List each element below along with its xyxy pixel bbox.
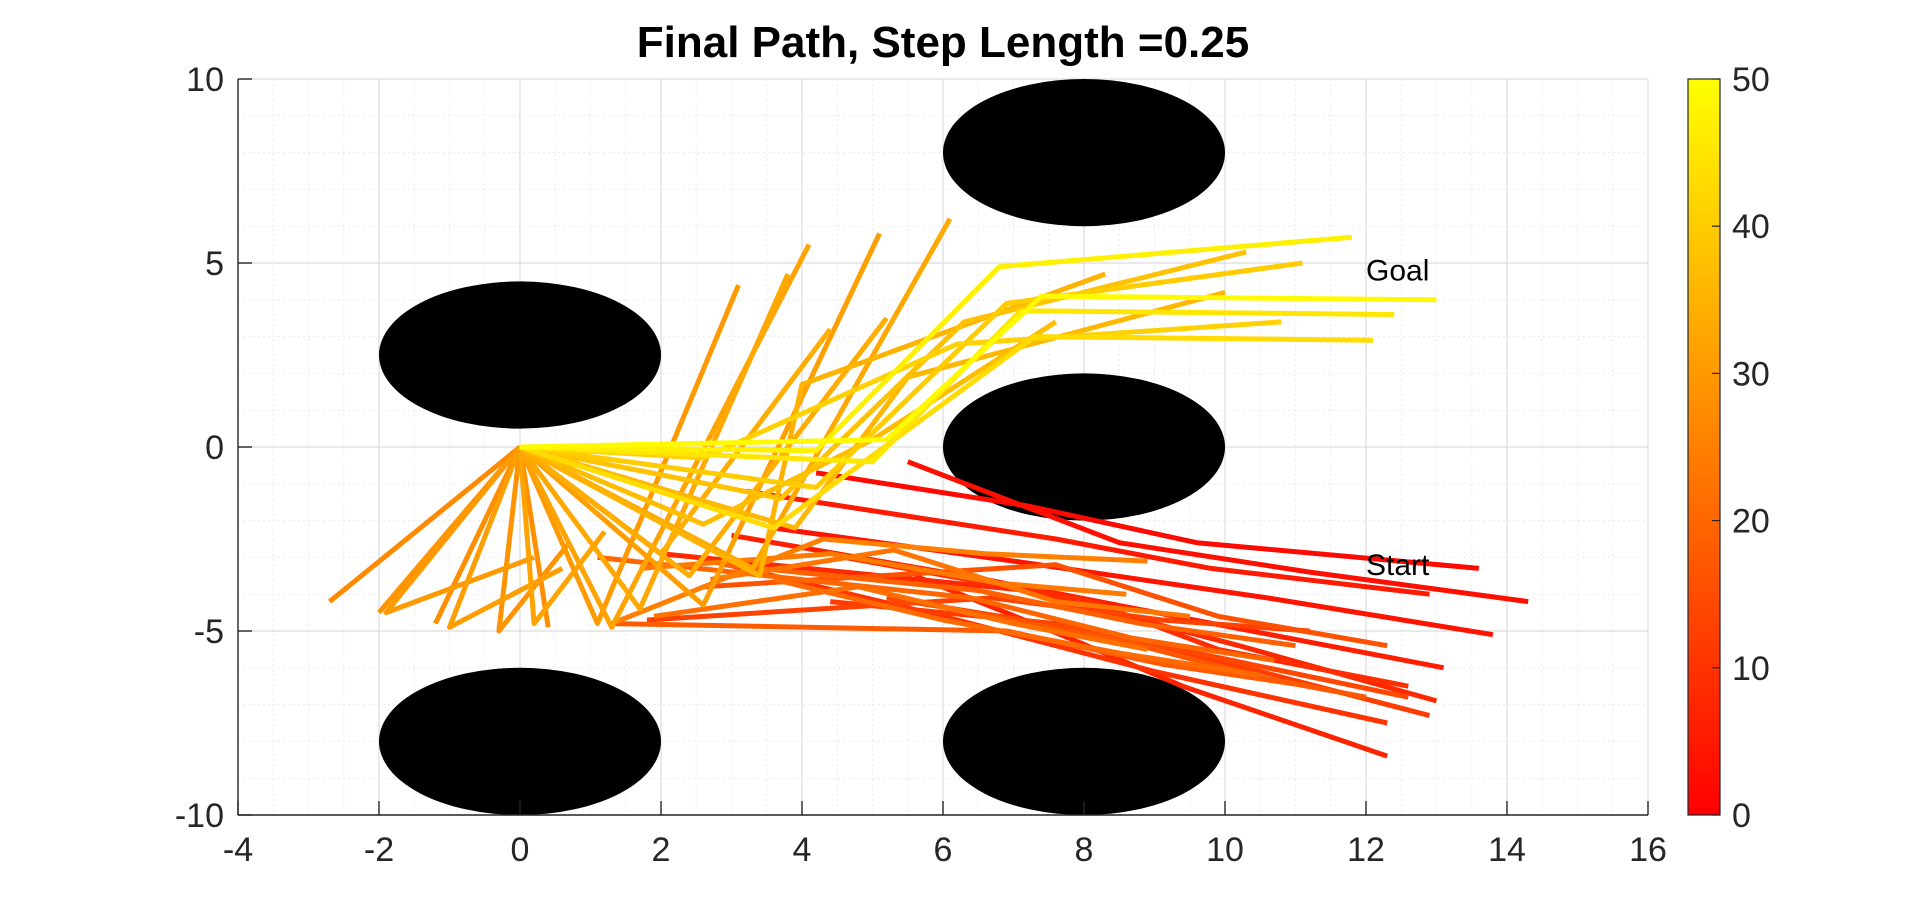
x-tick-labels: -4 -2 0 2 4 6 8 10 12 14 16 [223, 831, 1667, 869]
y-tick-label: 10 [186, 61, 224, 99]
colorbar-tick-label: 10 [1732, 650, 1770, 688]
path-line [710, 547, 1191, 619]
colorbar-tick-label: 50 [1732, 61, 1770, 99]
x-tick-label: 16 [1629, 831, 1667, 869]
paths [328, 217, 1529, 759]
x-tick-label: 2 [652, 831, 671, 869]
obstacle [943, 79, 1225, 227]
path-line [695, 554, 1388, 726]
colorbar-tick-label: 30 [1732, 355, 1770, 393]
path-line [906, 459, 1529, 605]
path-line [328, 445, 522, 604]
colorbar-tick-label: 0 [1732, 797, 1751, 835]
annotations: Goal Start [1366, 254, 1430, 581]
x-tick-label: 4 [793, 831, 812, 869]
path-line [773, 577, 1261, 678]
path-line [703, 562, 1388, 649]
obstacle [943, 667, 1225, 816]
path-line [517, 284, 741, 627]
axes [237, 78, 1649, 816]
path-line [519, 293, 1437, 450]
x-tick-label: -4 [223, 831, 253, 869]
path-line [519, 234, 1353, 454]
obstacles [379, 79, 1225, 816]
colorbar-ticks: 0 10 20 30 40 50 [1712, 61, 1770, 835]
y-tick-label: 5 [205, 245, 224, 283]
path-line [745, 488, 1430, 597]
chart-title: Final Path, Step Length =0.25 [637, 18, 1249, 67]
annotation-label: Goal [1366, 254, 1429, 287]
colorbar [1687, 78, 1721, 816]
path-line [518, 232, 882, 608]
x-tick-label: 14 [1488, 831, 1526, 869]
x-tick-label: 12 [1347, 831, 1385, 869]
path-line [949, 606, 1367, 700]
path-line [519, 249, 1247, 501]
colorbar-tick-label: 40 [1732, 208, 1770, 246]
colorbar-tick-label: 20 [1732, 503, 1770, 541]
annotation-label: Start [1366, 549, 1430, 582]
x-tick-label: 6 [934, 831, 953, 869]
y-tick-labels: -10 -5 0 5 10 [175, 61, 224, 835]
y-tick-label: -10 [175, 797, 224, 835]
path-line [447, 446, 564, 630]
path-line [383, 445, 535, 616]
obstacle [379, 281, 661, 429]
path-line [610, 536, 1148, 626]
y-tick-label: -5 [194, 613, 224, 651]
path-line [653, 584, 1148, 652]
path-line [724, 562, 1296, 649]
x-tick-label: 8 [1075, 831, 1094, 869]
x-tick-label: -2 [364, 831, 394, 869]
obstacle [379, 667, 661, 816]
x-tick-label: 0 [511, 831, 530, 869]
path-line [815, 470, 1480, 571]
obstacle [943, 373, 1225, 521]
x-tick-label: 10 [1206, 831, 1244, 869]
path-line [597, 554, 1275, 663]
path-line [517, 272, 791, 612]
path-line [496, 446, 572, 634]
path-line [519, 260, 1303, 490]
y-tick-label: 0 [205, 429, 224, 467]
